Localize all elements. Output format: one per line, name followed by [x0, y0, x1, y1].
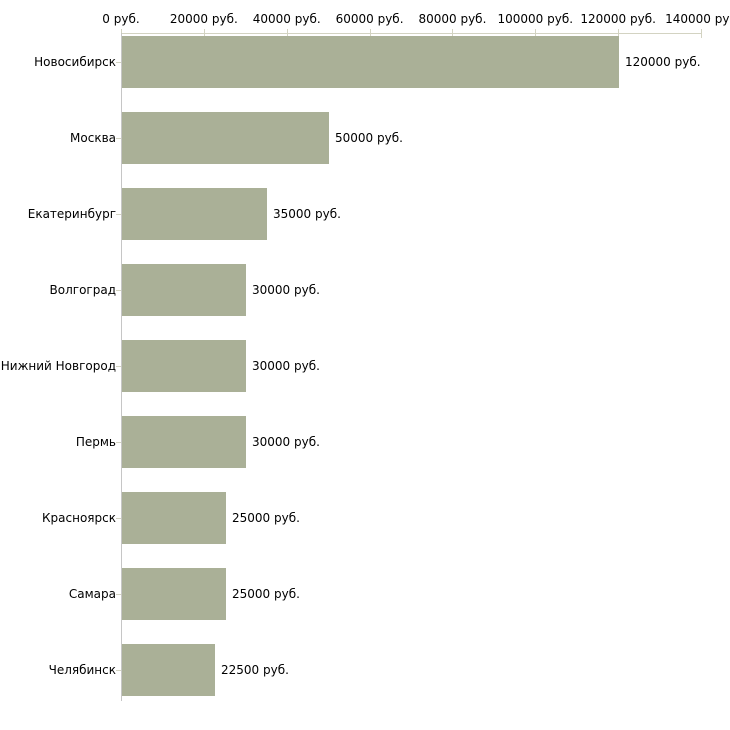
- y-axis-tick-mark: [116, 214, 121, 215]
- bar: [122, 188, 267, 240]
- value-label: 22500 руб.: [221, 663, 289, 677]
- y-axis-tick-mark: [116, 594, 121, 595]
- x-axis-tick-label: 20000 руб.: [169, 12, 238, 26]
- value-label: 30000 руб.: [252, 435, 320, 449]
- value-label: 25000 руб.: [232, 587, 300, 601]
- y-axis-tick-mark: [116, 442, 121, 443]
- x-axis-tick-label: 0 руб.: [102, 12, 140, 26]
- bar: [122, 568, 226, 620]
- category-label: Пермь: [75, 435, 116, 449]
- category-label: Красноярск: [42, 511, 116, 525]
- bar: [122, 416, 246, 468]
- category-label: Челябинск: [48, 663, 116, 677]
- category-label: Новосибирск: [34, 55, 116, 69]
- x-axis-tick-label: 40000 руб.: [252, 12, 321, 26]
- value-label: 30000 руб.: [252, 359, 320, 373]
- value-label: 25000 руб.: [232, 511, 300, 525]
- value-label: 50000 руб.: [335, 131, 403, 145]
- x-axis-tick-label: 120000 руб.: [580, 12, 656, 26]
- category-label: Москва: [70, 131, 116, 145]
- bar: [122, 112, 329, 164]
- bar: [122, 492, 226, 544]
- y-axis-tick-mark: [116, 518, 121, 519]
- category-label: Екатеринбург: [27, 207, 116, 221]
- y-axis-tick-mark: [116, 670, 121, 671]
- y-axis-tick-mark: [116, 62, 121, 63]
- bar: [122, 340, 246, 392]
- value-label: 120000 руб.: [625, 55, 701, 69]
- bar: [122, 264, 246, 316]
- x-axis-tick-label: 80000 руб.: [418, 12, 487, 26]
- y-axis-line: [121, 33, 122, 701]
- y-axis-tick-mark: [116, 138, 121, 139]
- x-axis-line: [121, 33, 701, 34]
- value-label: 35000 руб.: [273, 207, 341, 221]
- x-axis-tick-label: 60000 руб.: [335, 12, 404, 26]
- x-axis-tick-label: 100000 руб.: [497, 12, 574, 26]
- bar: [122, 36, 619, 88]
- y-axis-tick-mark: [116, 366, 121, 367]
- category-label: Волгоград: [49, 283, 116, 297]
- category-label: Нижний Новгород: [0, 359, 116, 373]
- y-axis-tick-mark: [116, 290, 121, 291]
- x-axis-tick-mark: [701, 29, 702, 38]
- category-label: Самара: [68, 587, 116, 601]
- x-axis-tick-label: 140000 руб: [665, 12, 730, 26]
- value-label: 30000 руб.: [252, 283, 320, 297]
- bar: [122, 644, 215, 696]
